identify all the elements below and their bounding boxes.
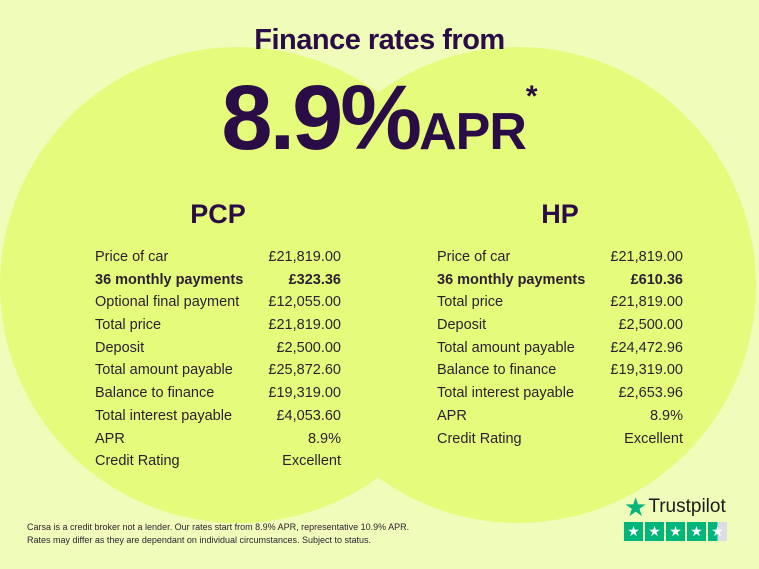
row-label: Optional final payment: [95, 294, 240, 311]
row-value: £19,319.00: [610, 362, 683, 379]
row-value: £24,472.96: [610, 339, 683, 356]
row-label: Price of car: [437, 249, 511, 265]
disclaimer-line-2: Rates may differ as they are dependant o…: [27, 535, 372, 545]
pcp-table: PCP Price of car £21,819.00 36 monthly pay…: [95, 196, 341, 473]
table-row: Total amount payable £25,872.60: [95, 359, 341, 382]
table-row: Price of car £21,819.00: [437, 246, 683, 269]
trustpilot-rating: ★ ★ ★ ★ ★: [624, 522, 727, 541]
disclaimer-line-1: Carsa is a credit broker not a lender. O…: [27, 522, 410, 532]
row-label: Credit Rating: [95, 453, 180, 470]
row-value: 8.9%: [649, 407, 683, 424]
table-row: Balance to finance £19,319.00: [95, 382, 341, 405]
trustpilot-name: Trustpilot: [648, 496, 726, 517]
row-label: Total amount payable: [95, 362, 233, 379]
row-label: APR: [437, 407, 467, 424]
row-label: Total price: [95, 317, 162, 334]
rating-star-icon: ★: [708, 522, 727, 541]
row-value: £2,653.96: [618, 385, 683, 402]
table-row: Optional final payment £12,055.00: [95, 291, 341, 314]
row-value: Excellent: [282, 453, 341, 470]
table-row: Total interest payable £2,653.96: [437, 382, 683, 405]
headline: Finance rates from: [254, 24, 505, 56]
table-row: APR 8.9%: [437, 405, 683, 428]
row-label: Total price: [437, 294, 504, 311]
rating-star-icon: ★: [645, 522, 664, 541]
row-value: £2,500.00: [618, 317, 683, 334]
row-label: Balance to finance: [437, 362, 557, 379]
disclaimer: Carsa is a credit broker not a lender. O…: [27, 521, 409, 547]
table-row: Total price £21,819.00: [437, 291, 683, 314]
row-value: £25,872.60: [268, 362, 341, 379]
row-value: £19,319.00: [268, 385, 341, 402]
rate-display: 8.9%APR*: [0, 66, 759, 171]
hp-table: HP Price of car £21,819.00 36 monthly paym…: [437, 196, 683, 450]
row-label: Total amount payable: [437, 339, 575, 356]
row-label: Total interest payable: [437, 385, 575, 402]
row-label: APR: [95, 430, 125, 447]
row-label: Total interest payable: [95, 407, 233, 424]
table-row: APR 8.9%: [95, 428, 341, 451]
row-label: Deposit: [95, 339, 145, 356]
row-value: £21,819.00: [268, 249, 341, 265]
row-value: 8.9%: [307, 430, 341, 447]
rate-suffix: APR: [419, 103, 527, 161]
row-value: £2,500.00: [276, 339, 341, 356]
rating-star-icon: ★: [666, 522, 685, 541]
pcp-title: PCP: [190, 199, 246, 229]
row-label: 36 monthly payments: [95, 271, 244, 288]
row-label: 36 monthly payments: [437, 271, 586, 288]
table-row: Total interest payable £4,053.60: [95, 405, 341, 428]
rate-value: 8.9%: [221, 67, 422, 169]
row-value: £21,819.00: [610, 249, 683, 265]
table-row: Deposit £2,500.00: [95, 337, 341, 360]
row-value: £323.36: [288, 271, 341, 288]
table-row: Credit Rating Excellent: [95, 450, 341, 473]
row-value: £21,819.00: [268, 317, 341, 334]
row-value: £610.36: [630, 271, 683, 288]
table-row: Deposit £2,500.00: [437, 314, 683, 337]
trustpilot-badge: ★ Trustpilot ★ ★ ★ ★ ★: [624, 492, 727, 541]
table-row: 36 monthly payments £323.36: [95, 269, 341, 292]
row-value: £21,819.00: [610, 294, 683, 311]
row-label: Deposit: [437, 317, 487, 334]
star-icon: ★: [624, 492, 648, 522]
table-row: Balance to finance £19,319.00: [437, 359, 683, 382]
rating-star-icon: ★: [624, 522, 643, 541]
row-label: Balance to finance: [95, 385, 215, 402]
table-row: Credit Rating Excellent: [437, 428, 683, 451]
asterisk: *: [525, 80, 538, 113]
row-value: £12,055.00: [268, 294, 341, 311]
hp-title: HP: [541, 199, 579, 229]
table-row: Price of car £21,819.00: [95, 246, 341, 269]
row-label: Credit Rating: [437, 430, 522, 447]
row-label: Price of car: [95, 249, 169, 265]
row-value: Excellent: [624, 430, 683, 447]
table-row: 36 monthly payments £610.36: [437, 269, 683, 292]
table-row: Total amount payable £24,472.96: [437, 337, 683, 360]
table-row: Total price £21,819.00: [95, 314, 341, 337]
rating-star-icon: ★: [687, 522, 706, 541]
decorative-circle-right: [280, 47, 756, 523]
row-value: £4,053.60: [276, 407, 341, 424]
